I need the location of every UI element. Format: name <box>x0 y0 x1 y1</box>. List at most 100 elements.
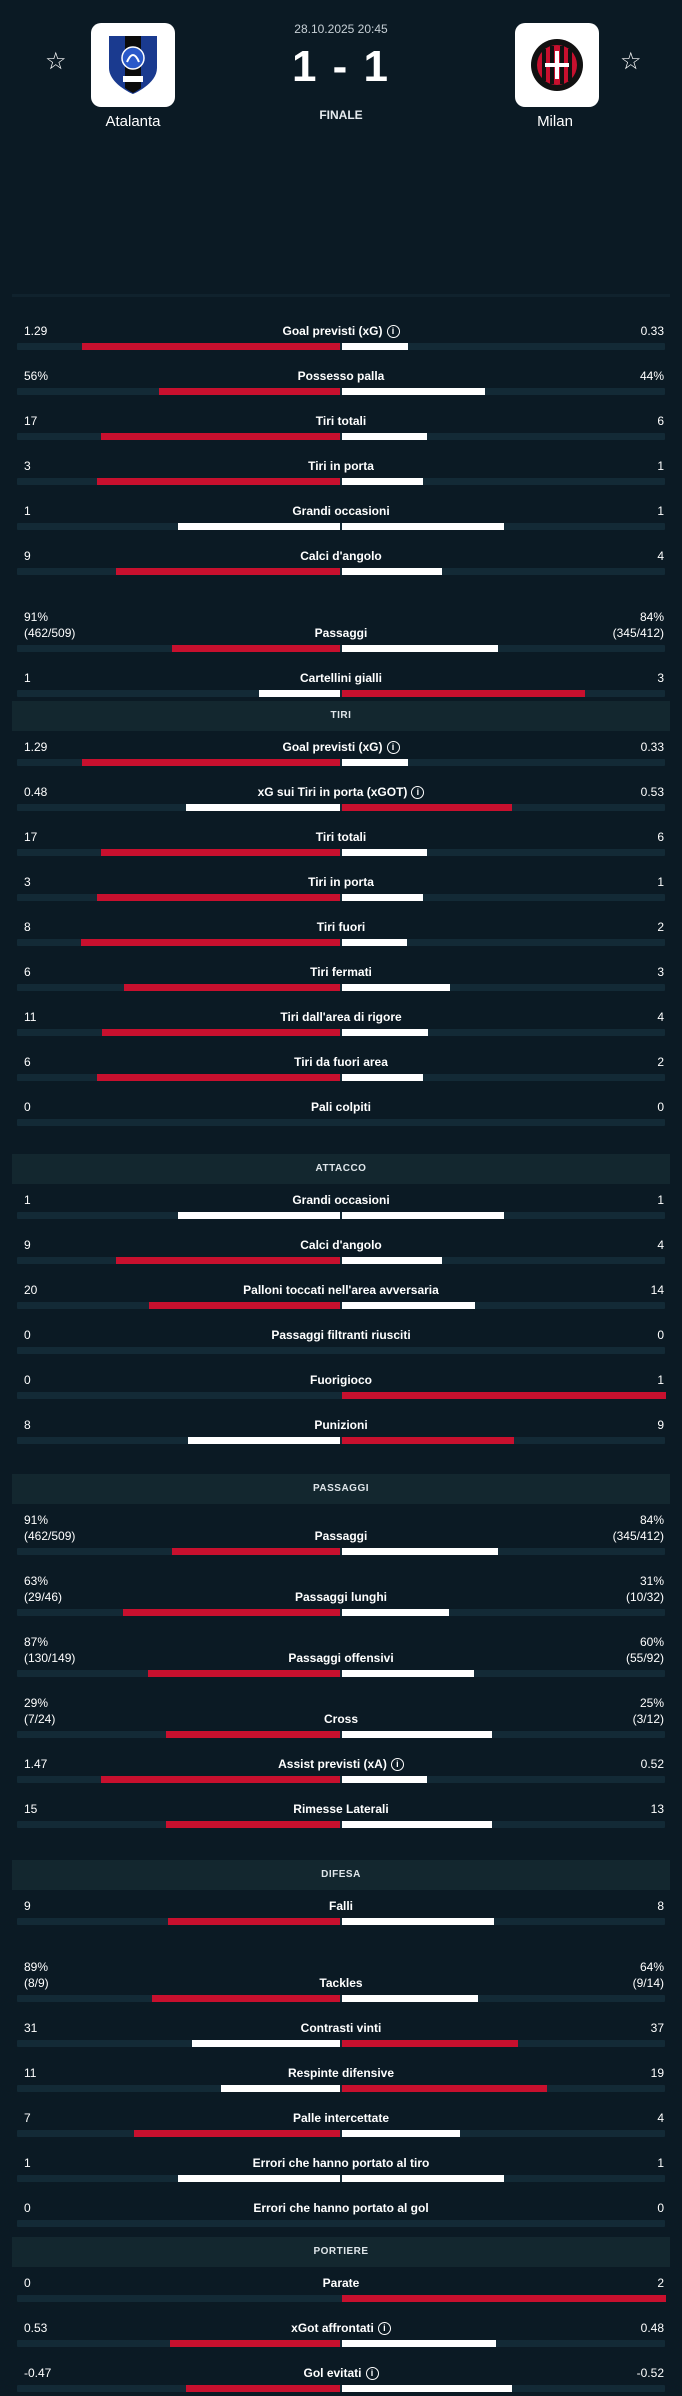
stat-label-text: Passaggi <box>314 1529 368 1543</box>
stat-home-value: 11 <box>24 2066 37 2080</box>
stat-label-text: Grandi occasioni <box>292 504 390 518</box>
home-team-name[interactable]: Atalanta <box>105 113 161 130</box>
stat-label: Passaggi lunghi <box>0 1590 682 1605</box>
stat-row[interactable]: 3 1 Tiri in porta <box>0 875 682 905</box>
stat-row[interactable]: 1 3 Cartellini gialli <box>0 671 682 701</box>
info-icon[interactable]: i <box>411 786 425 800</box>
stat-row[interactable]: 15 13 Rimesse Laterali <box>0 1802 682 1832</box>
stat-row[interactable]: 29% (7/24) 25% (3/12) Cross <box>0 1696 682 1746</box>
favorite-home-star-icon[interactable]: ☆ <box>45 48 67 75</box>
stat-row[interactable]: 8 2 Tiri fuori <box>0 920 682 950</box>
favorite-away-star-icon[interactable]: ☆ <box>620 48 642 75</box>
stat-bar-home <box>166 1821 340 1828</box>
stat-away-subvalue: (345/412) <box>612 1529 664 1543</box>
away-team-name[interactable]: Milan <box>537 113 573 130</box>
stat-row[interactable]: 91% (462/509) 84% (345/412) Passaggi <box>0 610 682 660</box>
stat-away-value: 0.33 <box>640 740 664 754</box>
stat-label: Passaggi filtranti riusciti <box>0 1328 682 1343</box>
stat-label-text: Errori che hanno portato al tiro <box>252 2156 430 2170</box>
stat-row[interactable]: 0 0 Passaggi filtranti riusciti <box>0 1328 682 1358</box>
stat-row[interactable]: 17 6 Tiri totali <box>0 830 682 860</box>
stat-row[interactable]: 6 2 Tiri da fuori area <box>0 1055 682 1085</box>
stat-row[interactable]: 11 4 Tiri dall'area di rigore <box>0 1010 682 1040</box>
stat-row[interactable]: 1.47 0.52 Assist previsti (xA) i <box>0 1757 682 1787</box>
stat-row[interactable]: 1.29 0.33 Goal previsti (xG) i <box>0 324 682 354</box>
milan-crest-icon <box>531 39 583 91</box>
stat-home-value: 1 <box>24 504 31 518</box>
stat-row[interactable]: 3 1 Tiri in porta <box>0 459 682 489</box>
stat-row[interactable]: 31 37 Contrasti vinti <box>0 2021 682 2051</box>
stat-row[interactable]: 0 0 Pali colpiti <box>0 1100 682 1130</box>
stat-label-text: Cartellini gialli <box>299 671 383 685</box>
stat-bar-track <box>17 2175 665 2182</box>
stat-row[interactable]: 17 6 Tiri totali <box>0 414 682 444</box>
stat-row[interactable]: 9 8 Falli <box>0 1899 682 1929</box>
stat-row[interactable]: 9 4 Calci d'angolo <box>0 1238 682 1268</box>
stat-label: Gol evitati i <box>0 2366 682 2381</box>
stat-label-text: Passaggi <box>314 626 368 640</box>
stat-row[interactable]: 91% (462/509) 84% (345/412) Passaggi <box>0 1513 682 1563</box>
info-icon[interactable]: i <box>386 325 400 339</box>
stat-away-value: 64% <box>639 1960 664 1974</box>
stat-home-value: 31 <box>24 2021 38 2035</box>
stat-label-text: Cross <box>323 1712 358 1726</box>
stat-label: xGot affrontati i <box>0 2321 682 2336</box>
stat-row[interactable]: 56% 44% Possesso palla <box>0 369 682 399</box>
stat-bar-away <box>342 1074 423 1081</box>
section-header-attacco: ATTACCO <box>12 1154 670 1184</box>
stat-row[interactable]: 89% (8/9) 64% (9/14) Tackles <box>0 1960 682 2010</box>
info-icon[interactable]: i <box>386 741 400 755</box>
stat-row[interactable]: 11 19 Respinte difensive <box>0 2066 682 2096</box>
stat-row[interactable]: -0.47 -0.52 Gol evitati i <box>0 2366 682 2396</box>
stat-row[interactable]: 6 3 Tiri fermati <box>0 965 682 995</box>
home-team-logo[interactable] <box>91 23 175 107</box>
stat-away-value: 8 <box>657 1899 664 1913</box>
stat-row[interactable]: 0 0 Errori che hanno portato al gol <box>0 2201 682 2231</box>
stat-row[interactable]: 87% (130/149) 60% (55/92) Passaggi offensivi <box>0 1635 682 1685</box>
away-team-logo[interactable] <box>515 23 599 107</box>
stat-label: Passaggi offensivi <box>0 1651 682 1666</box>
stat-home-value: 0 <box>24 1373 31 1387</box>
stat-label-text: Grandi occasioni <box>292 1193 390 1207</box>
stat-home-value: 7 <box>24 2111 31 2125</box>
stat-bar-home <box>152 1995 340 2002</box>
stat-row[interactable]: 1 1 Grandi occasioni <box>0 504 682 534</box>
stat-label-text: xGot affrontati <box>291 2321 374 2335</box>
stat-row[interactable]: 7 4 Palle intercettate <box>0 2111 682 2141</box>
stat-bar-track <box>17 2385 665 2392</box>
info-icon[interactable]: i <box>390 1758 404 1772</box>
stat-label: Goal previsti (xG) i <box>0 740 682 755</box>
stat-bar-away <box>342 894 423 901</box>
stat-row[interactable]: 0 2 Parate <box>0 2276 682 2306</box>
stat-bar-away <box>342 1731 492 1738</box>
stat-row[interactable]: 1.29 0.33 Goal previsti (xG) i <box>0 740 682 770</box>
stat-label: Tiri fermati <box>0 965 682 980</box>
stat-bar-track <box>17 1821 665 1828</box>
stat-row[interactable]: 0 1 Fuorigioco <box>0 1373 682 1403</box>
stat-row[interactable]: 1 1 Grandi occasioni <box>0 1193 682 1223</box>
stat-row[interactable]: 0.53 0.48 xGot affrontati i <box>0 2321 682 2351</box>
stat-row[interactable]: 0.48 0.53 xG sui Tiri in porta (xGOT) i <box>0 785 682 815</box>
stat-label: Tiri da fuori area <box>0 1055 682 1070</box>
stat-label-text: Rimesse Laterali <box>293 1802 389 1816</box>
stat-label-text: Calci d'angolo <box>300 549 382 563</box>
stat-away-value: 1 <box>657 459 664 473</box>
stat-label: Pali colpiti <box>0 1100 682 1115</box>
info-icon[interactable]: i <box>377 2322 391 2336</box>
stat-bar-track <box>17 568 665 575</box>
stat-row[interactable]: 8 9 Punizioni <box>0 1418 682 1448</box>
stat-away-value: 25% <box>639 1696 664 1710</box>
stat-label-text: Punizioni <box>314 1418 368 1432</box>
stat-label: Palloni toccati nell'area avversaria <box>0 1283 682 1298</box>
stat-label: Respinte difensive <box>0 2066 682 2081</box>
info-icon[interactable]: i <box>365 2367 379 2381</box>
stat-row[interactable]: 9 4 Calci d'angolo <box>0 549 682 579</box>
stat-label: Errori che hanno portato al gol <box>0 2201 682 2216</box>
stat-home-subvalue: (462/509) <box>24 1529 76 1543</box>
stat-row[interactable]: 1 1 Errori che hanno portato al tiro <box>0 2156 682 2186</box>
match-status: FINALE <box>319 108 363 122</box>
stat-bar-track <box>17 1257 665 1264</box>
stat-row[interactable]: 63% (29/46) 31% (10/32) Passaggi lunghi <box>0 1574 682 1624</box>
stat-bar-track <box>17 1074 665 1081</box>
stat-row[interactable]: 20 14 Palloni toccati nell'area avversaria <box>0 1283 682 1313</box>
